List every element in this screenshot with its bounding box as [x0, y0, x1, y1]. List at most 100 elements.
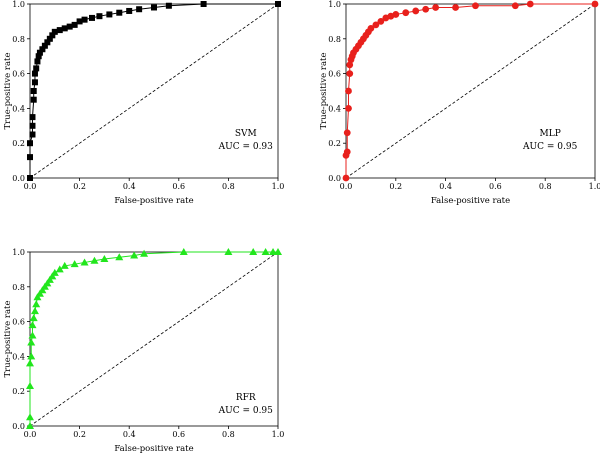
roc-markers [26, 248, 282, 429]
y-tick-label: 1.0 [12, 248, 25, 257]
roc-point [275, 1, 281, 7]
x-tick-label: 0.4 [439, 182, 452, 191]
y-tick-label: 0.8 [12, 283, 25, 292]
roc-point [35, 53, 42, 60]
roc-point [472, 2, 479, 10]
x-tick-label: 0.2 [389, 182, 402, 191]
x-axis-label: False-positive rate [431, 196, 510, 206]
roc-point [224, 248, 233, 255]
roc-point [28, 331, 37, 339]
roc-point [511, 2, 519, 10]
plot-frame [29, 251, 279, 427]
roc-point [71, 21, 78, 28]
x-tick-label: 0.6 [489, 182, 502, 191]
roc-point [126, 7, 133, 14]
y-tick-label: 0.4 [12, 352, 25, 361]
roc-point [30, 307, 39, 315]
rfr-roc-panel: 0.0 0.2 0.4 0.6 0.8 1.0 0.0 0.2 0.4 0.6 0.8 1.0 Fa… [3, 248, 284, 454]
roc-point [392, 11, 400, 18]
roc-point [81, 16, 88, 23]
x-tick-label: 0.0 [24, 182, 37, 191]
y-tick-label: 0.4 [12, 104, 25, 113]
y-tick-label: 0.6 [12, 318, 25, 327]
x-tick-group: 0.0 0.2 0.4 0.6 0.8 1.0 [24, 178, 284, 191]
y-tick-group: 0.0 0.2 0.4 0.6 0.8 1.0 [12, 248, 30, 431]
svm-roc-panel: 0.0 0.2 0.4 0.6 0.8 1.0 0.0 0.2 0.4 0.6 0.8 1.0 Fa… [3, 0, 284, 206]
roc-point [41, 42, 48, 49]
x-tick-label: 0.4 [123, 430, 136, 439]
roc-point [432, 4, 440, 11]
y-tick-label: 0.2 [328, 139, 341, 148]
roc-point [29, 122, 36, 129]
y-tick-label: 0.4 [328, 104, 341, 113]
roc-point [29, 114, 36, 121]
roc-point [412, 7, 420, 15]
y-axis-label: True-positive rate [319, 53, 329, 130]
roc-point [28, 321, 37, 329]
roc-point [61, 25, 68, 32]
roc-point [346, 70, 354, 77]
x-tick-group: 0.0 0.2 0.4 0.6 0.8 1.0 [340, 178, 600, 191]
roc-point [90, 256, 99, 264]
roc-point [44, 39, 51, 46]
roc-point [27, 175, 33, 181]
roc-point [29, 314, 38, 322]
chance-diagonal-line [29, 3, 279, 179]
roc-point [377, 18, 385, 25]
roc-point [179, 248, 188, 255]
roc-point [32, 300, 41, 308]
x-axis-label: False-positive rate [114, 444, 193, 454]
x-tick-label: 0.8 [222, 182, 235, 191]
roc-point [96, 13, 103, 20]
y-tick-label: 0.2 [12, 139, 25, 148]
roc-point [29, 131, 36, 138]
mlp-roc-panel: 0.0 0.2 0.4 0.6 0.8 1.0 0.0 0.2 0.4 0.6 0.8 1.0 Fa… [319, 0, 600, 206]
roc-point [343, 148, 351, 156]
roc-point [452, 4, 459, 11]
roc-point [261, 248, 270, 255]
auc-label: AUC = 0.93 [218, 142, 274, 152]
roc-point [106, 11, 113, 18]
roc-point [70, 260, 79, 268]
roc-point [422, 5, 430, 13]
y-tick-label: 1.0 [328, 0, 341, 9]
roc-point [27, 338, 36, 346]
x-tick-label: 0.8 [222, 430, 235, 439]
roc-point [130, 251, 139, 259]
y-tick-label: 0.0 [12, 422, 25, 431]
chance-diagonal-line [29, 251, 279, 427]
auc-label: AUC = 0.95 [218, 406, 274, 416]
roc-point [56, 27, 63, 34]
y-tick-label: 1.0 [12, 0, 25, 9]
y-tick-label: 0.8 [12, 35, 25, 44]
y-tick-label: 0.8 [328, 35, 341, 44]
x-tick-label: 0.4 [123, 182, 136, 191]
roc-point [26, 359, 34, 367]
roc-point [76, 18, 83, 25]
roc-point [66, 23, 73, 30]
roc-point [50, 268, 59, 276]
model-name-label: MLP [540, 129, 561, 139]
roc-point [343, 129, 351, 137]
roc-point [30, 88, 37, 94]
roc-markers [342, 0, 599, 182]
y-axis-label: True-positive rate [3, 53, 13, 130]
model-name-label: RFR [236, 393, 256, 403]
roc-point [33, 65, 40, 72]
x-tick-label: 1.0 [589, 182, 600, 191]
x-axis-label: False-positive rate [114, 196, 193, 206]
roc-point [46, 35, 53, 42]
x-tick-label: 0.0 [24, 430, 37, 439]
roc-point [36, 49, 43, 56]
x-tick-label: 0.8 [539, 182, 552, 191]
y-tick-label: 0.2 [12, 387, 25, 396]
roc-point [345, 87, 352, 95]
x-tick-label: 0.0 [340, 182, 353, 191]
roc-point [27, 154, 33, 161]
model-name-label: SVM [235, 129, 257, 139]
roc-point [115, 253, 124, 261]
roc-point [31, 79, 38, 86]
y-tick-group: 0.0 0.2 0.4 0.6 0.8 1.0 [12, 0, 30, 183]
roc-point [89, 14, 95, 21]
y-tick-label: 0.0 [328, 174, 341, 183]
